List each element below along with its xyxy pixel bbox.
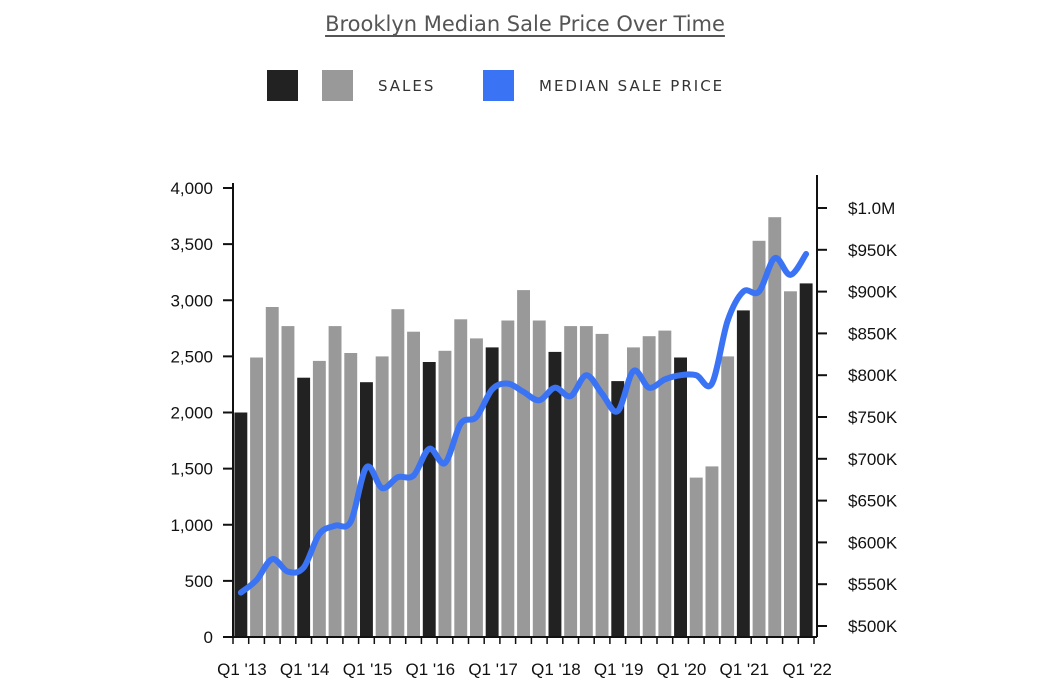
axes-group: 0 500 1,000 1,500 2,000 2,500 3,000 3,500 4,000 $… <box>170 175 898 679</box>
sales-bar <box>674 357 687 637</box>
sales-bar <box>422 362 436 637</box>
sales-bar <box>564 326 578 637</box>
sales-bar <box>485 347 499 637</box>
right-tick-label: $500K <box>848 617 898 636</box>
x-tick-label: Q1 '13 <box>217 660 267 679</box>
sales-bar <box>328 326 342 637</box>
sales-bar <box>234 412 248 637</box>
x-tick-label: Q1 '22 <box>782 660 832 679</box>
sales-bar <box>281 326 295 637</box>
sales-bar <box>250 357 263 637</box>
x-tick-label: Q1 '21 <box>720 660 770 679</box>
sales-bar <box>297 377 311 637</box>
right-tick-label: $800K <box>848 366 898 385</box>
sales-bar <box>579 326 593 637</box>
sales-bar <box>391 309 405 637</box>
sales-bar <box>454 319 468 637</box>
right-tick-label: $1.0M <box>848 199 895 218</box>
sales-bar <box>799 283 813 637</box>
legend-label-sales: SALES <box>378 77 436 95</box>
sales-bar <box>501 320 515 637</box>
sales-bar <box>705 466 719 637</box>
sales-bar <box>736 310 750 637</box>
price-line <box>237 251 810 596</box>
sales-bar <box>344 353 358 637</box>
sales-bar <box>752 240 766 638</box>
sales-bar <box>642 336 656 637</box>
sales-bar <box>375 356 389 637</box>
x-tick-label: Q1 '15 <box>343 660 393 679</box>
sales-bar <box>470 338 483 637</box>
legend-swatch-price <box>483 70 514 101</box>
sales-bar <box>517 290 530 637</box>
left-tick-label: 3,000 <box>170 291 213 310</box>
right-tick-label: $850K <box>848 324 898 343</box>
sales-bar <box>658 330 672 637</box>
x-tick-label: Q1 '20 <box>657 660 707 679</box>
right-tick-label: $600K <box>848 533 898 552</box>
bar-group <box>234 217 813 638</box>
left-tick-label: 2,000 <box>170 404 213 423</box>
right-tick-label: $700K <box>848 450 898 469</box>
left-tick-label: 1,000 <box>170 516 213 535</box>
right-tick-label: $650K <box>848 492 898 511</box>
x-tick-label: Q1 '16 <box>406 660 456 679</box>
sales-bar <box>312 360 326 637</box>
sales-bar <box>627 347 640 637</box>
legend: SALES MEDIAN SALE PRICE <box>0 70 1050 102</box>
left-tick-label: 1,500 <box>170 460 213 479</box>
right-tick-label: $900K <box>848 283 898 302</box>
left-tick-label: 0 <box>204 628 213 647</box>
sales-bar <box>611 381 625 637</box>
sales-bar <box>784 291 797 637</box>
legend-swatch-q1 <box>267 70 298 101</box>
legend-swatch-quarter <box>322 70 353 101</box>
left-tick-label: 2,500 <box>170 347 213 366</box>
sales-bar <box>721 356 735 637</box>
sales-bar <box>438 350 452 637</box>
right-tick-label: $750K <box>848 408 898 427</box>
left-tick-label: 4,000 <box>170 179 213 198</box>
x-tick-label: Q1 '18 <box>531 660 581 679</box>
legend-label-price: MEDIAN SALE PRICE <box>539 77 725 95</box>
x-tick-label: Q1 '14 <box>280 660 330 679</box>
sales-bar <box>265 307 279 637</box>
right-tick-label: $950K <box>848 241 898 260</box>
x-tick-label: Q1 '19 <box>594 660 644 679</box>
sales-bar <box>689 477 703 637</box>
x-tick-label: Q1 '17 <box>468 660 518 679</box>
sales-bar <box>595 333 609 637</box>
sales-bar <box>532 320 546 637</box>
sales-bar <box>548 351 562 637</box>
sales-bar <box>407 331 420 637</box>
sales-bar <box>360 382 373 637</box>
sales-bar <box>768 217 782 637</box>
chart-title: Brooklyn Median Sale Price Over Time <box>325 12 725 36</box>
left-tick-label: 3,500 <box>170 235 213 254</box>
right-tick-label: $550K <box>848 575 898 594</box>
left-tick-label: 500 <box>185 572 213 591</box>
